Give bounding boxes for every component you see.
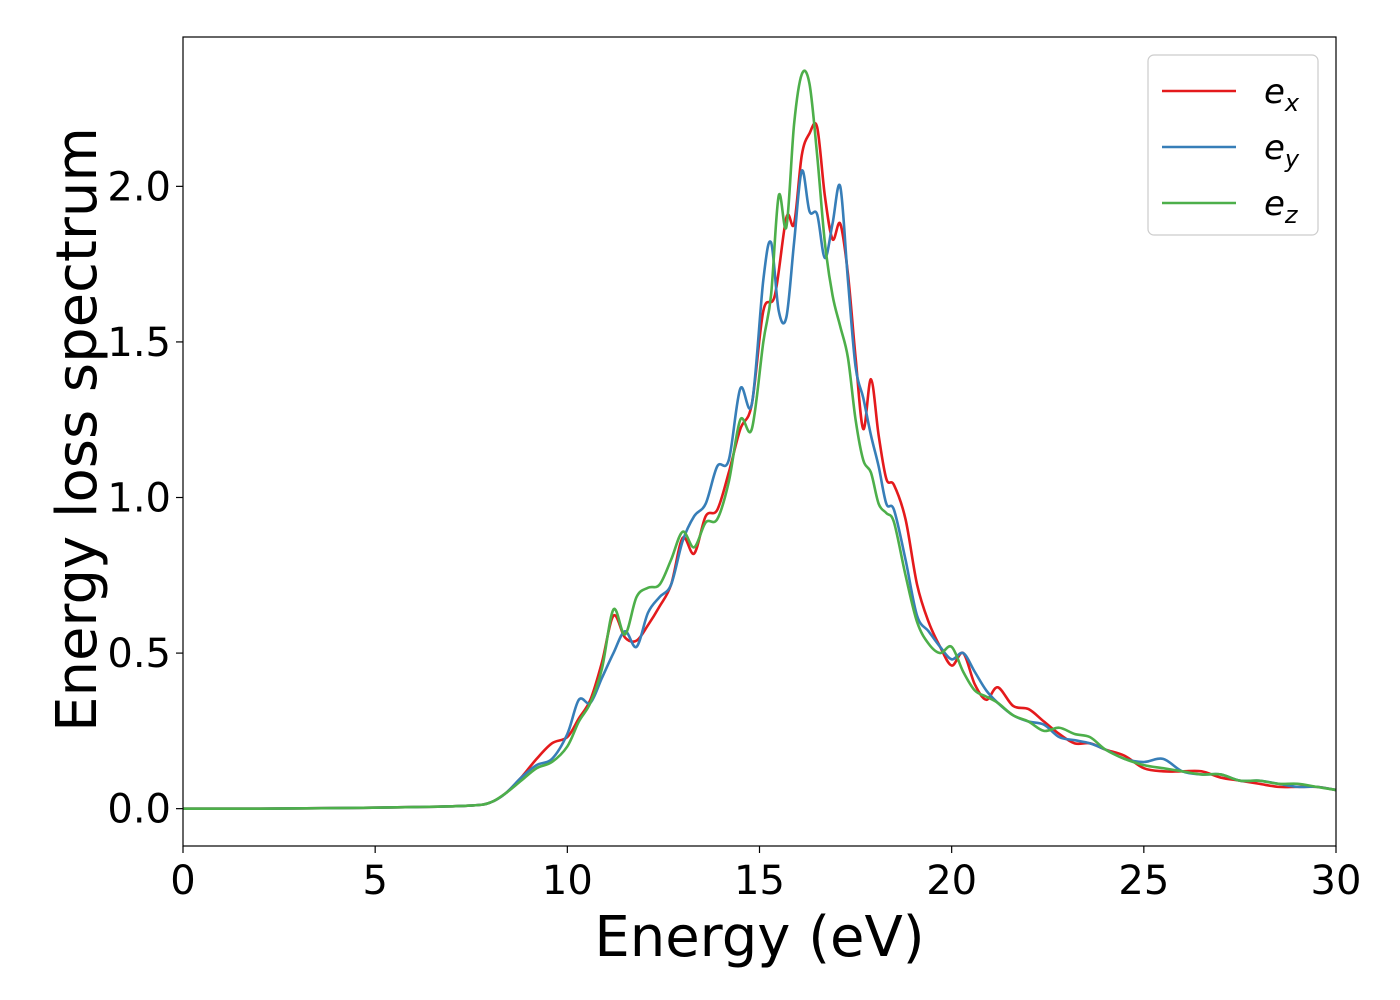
legend-label-y: ey	[1264, 128, 1300, 173]
y-axis-title: Energy loss spectrum	[45, 127, 110, 732]
x-tick-label: 5	[362, 858, 387, 904]
y-tick-label: 1.0	[107, 476, 171, 522]
legend-label-x: ex	[1264, 72, 1300, 117]
y-tick-label: 1.5	[107, 320, 171, 366]
x-tick-label: 30	[1311, 858, 1362, 904]
legend-box	[1147, 54, 1319, 236]
series-lines	[183, 69, 1336, 811]
x-tick-label: 25	[1118, 858, 1169, 904]
x-tick-label: 20	[926, 858, 977, 904]
y-tick-label: 0.0	[107, 787, 171, 833]
legend: ex ey ez	[1147, 54, 1319, 236]
axes: 0 5 10 15 20 25 30 0.0 0.5 1.0 1.5 2.0	[107, 36, 1362, 904]
y-tick-label: 2.0	[107, 164, 171, 210]
x-axis-title: Energy (eV)	[594, 905, 924, 970]
series-line-z	[183, 69, 1336, 811]
x-tick-label: 15	[734, 858, 785, 904]
y-tick-label: 0.5	[107, 631, 171, 677]
legend-label-z: ez	[1264, 184, 1299, 229]
series-line-y	[183, 169, 1336, 811]
x-tick-label: 10	[542, 858, 593, 904]
x-tick-label: 0	[170, 858, 195, 904]
plot-area	[183, 69, 1336, 811]
